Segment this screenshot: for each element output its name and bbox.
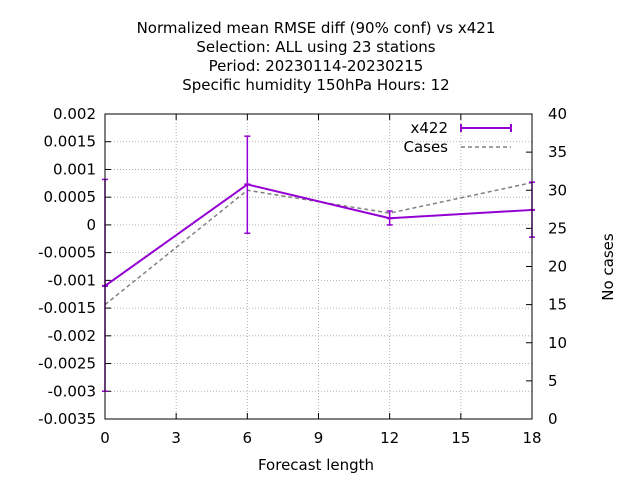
title-line-2: Selection: ALL using 23 stations: [196, 38, 435, 56]
y-tick-label: 0.002: [53, 105, 96, 123]
y-tick-label: -0.0005: [38, 244, 96, 262]
y-tick-label: -0.0035: [38, 410, 96, 428]
x-tick-label: 15: [451, 429, 470, 447]
title-line-4: Specific humidity 150hPa Hours: 12: [182, 76, 449, 94]
y-axis-ticks: 0.002 0.0015 0.001 0.0005 0 -0.0005 -0.001 -0.0…: [38, 105, 111, 428]
legend-label-cases: Cases: [403, 138, 448, 156]
x-tick-label: 6: [243, 429, 253, 447]
y2-tick-label: 35: [548, 143, 567, 161]
y2-tick-label: 0: [548, 410, 558, 428]
x-tick-label: 18: [522, 429, 541, 447]
y2-tick-label: 30: [548, 181, 567, 199]
chart-title: Normalized mean RMSE diff (90% conf) vs …: [137, 19, 496, 94]
y-tick-label: 0: [86, 216, 96, 234]
y-tick-label: -0.002: [48, 327, 96, 345]
y2-tick-label: 5: [548, 372, 558, 390]
y2-tick-label: 20: [548, 258, 567, 276]
x-tick-label: 3: [171, 429, 181, 447]
legend: x422 Cases: [403, 119, 512, 156]
y-tick-label: 0.0005: [44, 188, 97, 206]
y-tick-label: 0.001: [53, 160, 96, 178]
y2-tick-label: 25: [548, 219, 567, 237]
y2-tick-label: 10: [548, 334, 567, 352]
series-line-x422: [104, 183, 533, 287]
y2-axis-label: No cases: [599, 233, 617, 301]
y-tick-label: -0.003: [48, 382, 96, 400]
x-tick-label: 9: [314, 429, 324, 447]
y-tick-label: -0.001: [48, 271, 96, 289]
x-tick-label: 0: [100, 429, 110, 447]
legend-swatch-x422: [460, 124, 512, 132]
title-line-3: Period: 20230114-20230215: [209, 57, 424, 75]
title-line-1: Normalized mean RMSE diff (90% conf) vs …: [137, 19, 496, 37]
x-axis-ticks: 0 3 6 9 12 15 18: [100, 114, 542, 447]
grid: [105, 114, 532, 419]
y-tick-label: -0.0015: [38, 299, 96, 317]
y-tick-label: -0.0025: [38, 355, 96, 373]
legend-label-x422: x422: [410, 119, 448, 137]
y2-tick-label: 40: [548, 105, 567, 123]
y2-tick-label: 15: [548, 296, 567, 314]
plot-frame: [104, 113, 533, 420]
x-axis-label: Forecast length: [258, 456, 374, 474]
x-tick-label: 12: [380, 429, 399, 447]
y-tick-label: 0.0015: [44, 133, 97, 151]
y2-axis-ticks: 40 35 30 25 20 15 10 5 0: [526, 105, 567, 428]
